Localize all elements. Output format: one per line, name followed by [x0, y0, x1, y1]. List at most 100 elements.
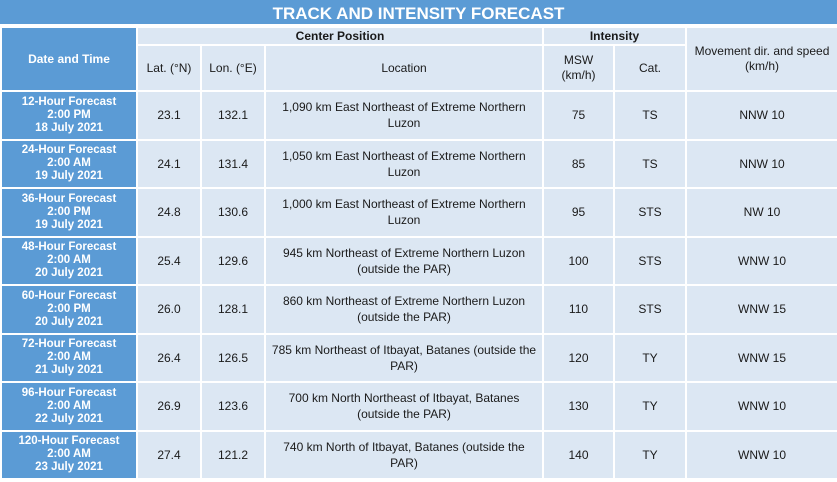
lon-cell: 123.6	[200, 381, 266, 432]
forecast-date: 23 July 2021	[35, 461, 103, 474]
forecast-cell: 24-Hour Forecast 2:00 AM 19 July 2021	[0, 138, 138, 189]
forecast-period: 120-Hour Forecast	[18, 435, 120, 448]
movement-cell: WNW 15	[685, 284, 837, 335]
movement-cell: WNW 10	[685, 381, 837, 432]
header-movement: Movement dir. and speed (km/h)	[685, 26, 837, 92]
forecast-date: 22 July 2021	[35, 412, 103, 425]
lon-cell: 130.6	[200, 187, 266, 238]
forecast-cell: 60-Hour Forecast 2:00 PM 20 July 2021	[0, 284, 138, 335]
forecast-date: 19 July 2021	[35, 218, 103, 231]
forecast-cell: 72-Hour Forecast 2:00 AM 21 July 2021	[0, 332, 138, 383]
lat-cell: 26.4	[136, 332, 202, 383]
msw-cell: 100	[542, 235, 615, 286]
forecast-period: 72-Hour Forecast	[21, 338, 117, 351]
msw-cell: 85	[542, 138, 615, 189]
lon-cell: 132.1	[200, 90, 266, 141]
table-row: 60-Hour Forecast 2:00 PM 20 July 2021 26.0…	[0, 284, 837, 335]
cat-cell: STS	[613, 187, 687, 238]
location-cell: 1,050 km East Northeast of Extreme North…	[264, 138, 544, 189]
forecast-date: 20 July 2021	[35, 315, 103, 328]
table-row: 12-Hour Forecast 2:00 PM 18 July 2021 23.1…	[0, 90, 837, 141]
forecast-time: 2:00 AM	[47, 157, 91, 170]
forecast-time: 2:00 AM	[47, 448, 91, 461]
forecast-period: 96-Hour Forecast	[21, 386, 117, 399]
lat-cell: 25.4	[136, 235, 202, 286]
lon-cell: 126.5	[200, 332, 266, 383]
cat-cell: TY	[613, 429, 687, 480]
msw-cell: 120	[542, 332, 615, 383]
table-row: 72-Hour Forecast 2:00 AM 21 July 2021 26.4…	[0, 332, 837, 383]
table-row: 48-Hour Forecast 2:00 AM 20 July 2021 25.4…	[0, 235, 837, 286]
msw-cell: 140	[542, 429, 615, 480]
cat-cell: TS	[613, 138, 687, 189]
msw-cell: 95	[542, 187, 615, 238]
forecast-time: 2:00 AM	[47, 254, 91, 267]
forecast-date: 20 July 2021	[35, 267, 103, 280]
location-cell: 945 km Northeast of Extreme Northern Luz…	[264, 235, 544, 286]
location-cell: 860 km Northeast of Extreme Northern Luz…	[264, 284, 544, 335]
cat-cell: TY	[613, 332, 687, 383]
forecast-cell: 120-Hour Forecast 2:00 AM 23 July 2021	[0, 429, 138, 480]
msw-cell: 75	[542, 90, 615, 141]
movement-cell: WNW 15	[685, 332, 837, 383]
cat-cell: STS	[613, 284, 687, 335]
location-cell: 740 km North of Itbayat, Batanes (outsid…	[264, 429, 544, 480]
cat-cell: TY	[613, 381, 687, 432]
forecast-period: 60-Hour Forecast	[21, 289, 117, 302]
movement-cell: NNW 10	[685, 90, 837, 141]
forecast-time: 2:00 PM	[47, 108, 91, 121]
forecast-cell: 36-Hour Forecast 2:00 PM 19 July 2021	[0, 187, 138, 238]
cat-cell: TS	[613, 90, 687, 141]
header-msw: MSW (km/h)	[542, 44, 615, 92]
forecast-cell: 12-Hour Forecast 2:00 PM 18 July 2021	[0, 90, 138, 141]
table-title: TRACK AND INTENSITY FORECAST	[0, 0, 837, 26]
table-row: 36-Hour Forecast 2:00 PM 19 July 2021 24.8…	[0, 187, 837, 238]
header-date-time: Date and Time	[0, 26, 138, 92]
lat-cell: 27.4	[136, 429, 202, 480]
forecast-table: Date and Time Center Position Intensity …	[0, 26, 837, 480]
movement-cell: NNW 10	[685, 138, 837, 189]
header-cat: Cat.	[613, 44, 687, 92]
header-lon: Lon. (°E)	[200, 44, 266, 92]
lat-cell: 23.1	[136, 90, 202, 141]
location-cell: 700 km North Northeast of Itbayat, Batan…	[264, 381, 544, 432]
forecast-date: 21 July 2021	[35, 364, 103, 377]
table-row: 96-Hour Forecast 2:00 AM 22 July 2021 26.9…	[0, 381, 837, 432]
lat-cell: 26.0	[136, 284, 202, 335]
lon-cell: 129.6	[200, 235, 266, 286]
table-row: 24-Hour Forecast 2:00 AM 19 July 2021 24.1…	[0, 138, 837, 189]
forecast-period: 48-Hour Forecast	[21, 241, 117, 254]
msw-cell: 130	[542, 381, 615, 432]
header-location: Location	[264, 44, 544, 92]
lon-cell: 131.4	[200, 138, 266, 189]
lat-cell: 24.1	[136, 138, 202, 189]
forecast-time: 2:00 PM	[47, 302, 91, 315]
lon-cell: 121.2	[200, 429, 266, 480]
cat-cell: STS	[613, 235, 687, 286]
forecast-cell: 96-Hour Forecast 2:00 AM 22 July 2021	[0, 381, 138, 432]
msw-cell: 110	[542, 284, 615, 335]
movement-cell: WNW 10	[685, 429, 837, 480]
forecast-time: 2:00 AM	[47, 351, 91, 364]
header-center-position: Center Position	[136, 26, 544, 46]
forecast-period: 24-Hour Forecast	[21, 144, 117, 157]
forecast-period: 12-Hour Forecast	[21, 95, 117, 108]
forecast-period: 36-Hour Forecast	[21, 192, 117, 205]
forecast-date: 19 July 2021	[35, 170, 103, 183]
location-cell: 1,000 km East Northeast of Extreme North…	[264, 187, 544, 238]
location-cell: 785 km Northeast of Itbayat, Batanes (ou…	[264, 332, 544, 383]
forecast-time: 2:00 PM	[47, 205, 91, 218]
location-cell: 1,090 km East Northeast of Extreme North…	[264, 90, 544, 141]
header-intensity: Intensity	[542, 26, 687, 46]
forecast-cell: 48-Hour Forecast 2:00 AM 20 July 2021	[0, 235, 138, 286]
forecast-time: 2:00 AM	[47, 399, 91, 412]
movement-cell: WNW 10	[685, 235, 837, 286]
header-lat: Lat. (°N)	[136, 44, 202, 92]
lat-cell: 24.8	[136, 187, 202, 238]
lat-cell: 26.9	[136, 381, 202, 432]
movement-cell: NW 10	[685, 187, 837, 238]
forecast-date: 18 July 2021	[35, 121, 103, 134]
table-row: 120-Hour Forecast 2:00 AM 23 July 2021 27.…	[0, 429, 837, 480]
lon-cell: 128.1	[200, 284, 266, 335]
